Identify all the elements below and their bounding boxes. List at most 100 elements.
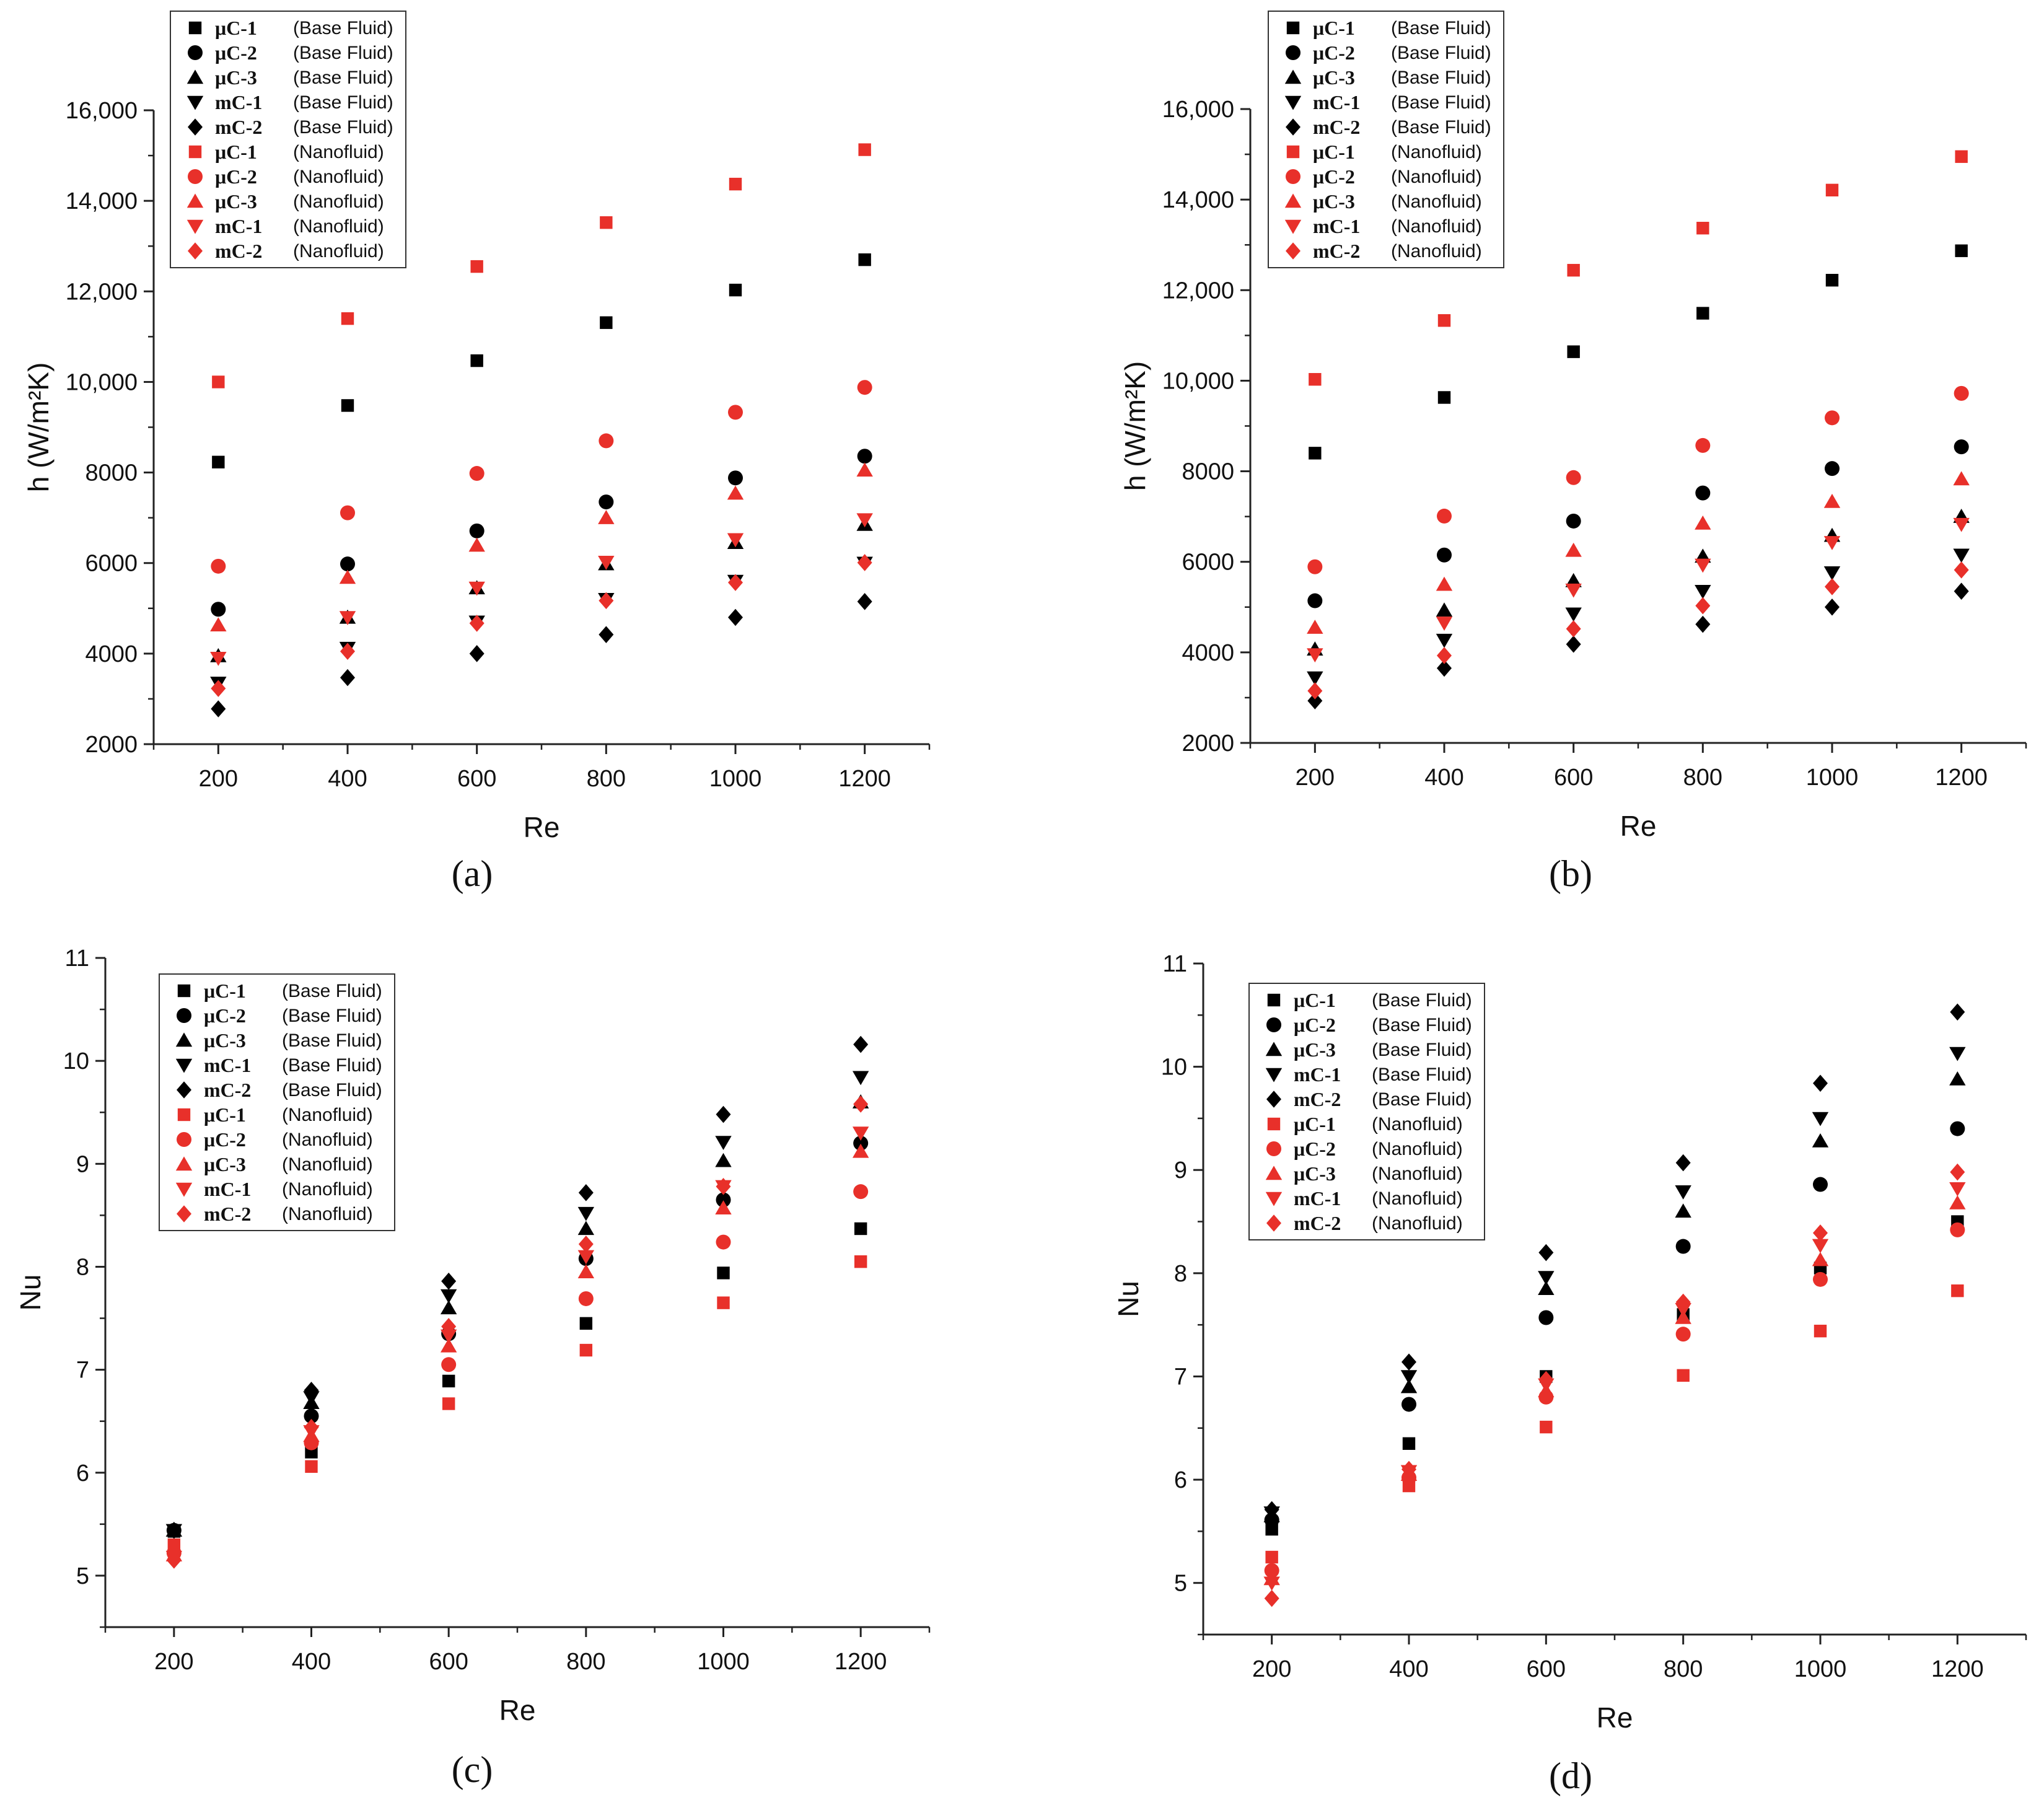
x-tick-label: 1000 <box>1794 1656 1847 1682</box>
legend-code: mC-2 <box>215 240 262 262</box>
legend-box <box>1268 11 1504 268</box>
y-tick-label: 4000 <box>85 641 138 667</box>
x-tick-label: 1000 <box>1806 765 1859 791</box>
x-tick-label: 800 <box>566 1649 605 1675</box>
data-point-triangle-down-marker <box>1400 1370 1418 1385</box>
y-tick-label: 6000 <box>1182 550 1234 576</box>
legend-fluid: (Base Fluid) <box>1372 1015 1472 1035</box>
data-point-circle-marker <box>1950 1121 1965 1136</box>
y-tick-label: 7 <box>1174 1364 1187 1390</box>
data-point-square-marker <box>1540 1420 1553 1434</box>
data-point-square-marker <box>729 283 742 297</box>
legend-circle-marker <box>188 169 203 184</box>
data-point-circle-marker <box>857 449 872 464</box>
panel-label: (d) <box>1549 1755 1592 1796</box>
y-tick-label: 4000 <box>1182 640 1234 666</box>
data-point-triangle-up-marker <box>1949 1195 1966 1209</box>
data-point-square-marker <box>341 312 354 325</box>
y-tick-label: 8 <box>76 1254 89 1280</box>
legend-fluid: (Nanofluid) <box>282 1179 373 1200</box>
panel-a: 200 400 600 800 1000 1200 2000 4000 6000 8000 10,0… <box>22 11 931 894</box>
legend-diamond-marker <box>1266 1091 1281 1108</box>
data-point-triangle-down-marker <box>1695 585 1711 599</box>
data-point-diamond-marker <box>1954 582 1969 600</box>
legend-code: mC-1 <box>1313 215 1360 237</box>
data-point-triangle-down-marker <box>440 1289 457 1304</box>
legend-triangle-up-marker <box>175 1032 193 1047</box>
data-point-square-marker <box>1696 221 1709 235</box>
legend-code: μC-3 <box>215 66 257 89</box>
data-point-diamond-marker <box>1566 620 1581 638</box>
data-point-square-marker <box>1437 391 1451 404</box>
legend-fluid: (Nanofluid) <box>1372 1139 1463 1159</box>
data-point-triangle-up-marker <box>577 1264 595 1278</box>
data-point-square-marker <box>442 1397 455 1410</box>
legend-circle-marker <box>177 1132 191 1147</box>
data-point-square-marker <box>854 1255 867 1268</box>
data-point-square-marker <box>1265 1550 1278 1564</box>
y-axis-title: h (W/m²K) <box>22 362 55 493</box>
x-tick-label: 800 <box>1683 765 1722 791</box>
data-point-diamond-marker <box>1401 1460 1416 1478</box>
data-point-square-marker <box>1955 244 1968 257</box>
data-point-square-marker <box>212 455 225 468</box>
legend-fluid: (Base Fluid) <box>282 981 382 1001</box>
legend-fluid: (Nanofluid) <box>282 1105 373 1125</box>
data-point-diamond-marker <box>1264 1501 1279 1519</box>
legend-diamond-marker <box>1266 1214 1281 1232</box>
data-point-diamond-marker <box>166 1522 182 1539</box>
data-point-diamond-marker <box>211 680 226 697</box>
x-tick-label: 1200 <box>835 1649 887 1675</box>
x-tick-label: 400 <box>1389 1656 1428 1682</box>
data-point-diamond-marker <box>1675 1154 1691 1172</box>
data-point-triangle-down-marker <box>1436 617 1453 631</box>
data-point-circle-marker <box>1566 513 1581 529</box>
legend-code: μC-2 <box>215 165 257 188</box>
legend-fluid: (Nanofluid) <box>293 191 384 212</box>
data-point-diamond-marker <box>304 1382 319 1399</box>
data-point-diamond-marker <box>1813 1224 1828 1242</box>
legend-code: μC-2 <box>215 42 257 64</box>
data-point-triangle-down-marker <box>852 1071 869 1086</box>
data-point-circle-marker <box>469 523 485 538</box>
data-point-diamond-marker <box>1437 647 1452 664</box>
data-point-diamond-marker <box>1695 615 1711 633</box>
data-point-diamond-marker <box>1954 561 1969 579</box>
data-point-diamond-marker <box>1401 1353 1416 1371</box>
data-point-circle-marker <box>1695 437 1711 453</box>
data-point-square-marker <box>858 143 871 156</box>
legend-code: μC-1 <box>1294 989 1336 1011</box>
legend-diamond-marker <box>177 1081 191 1099</box>
data-point-circle-marker <box>1264 1563 1279 1578</box>
legend-fluid: (Nanofluid) <box>1391 241 1482 261</box>
y-tick-label: 6 <box>1174 1467 1187 1493</box>
legend-triangle-up-marker <box>1284 69 1302 84</box>
x-tick-label: 600 <box>1554 765 1593 791</box>
data-point-triangle-down-marker <box>1565 607 1582 622</box>
y-tick-label: 5 <box>1174 1571 1187 1597</box>
data-point-circle-marker <box>853 1184 869 1200</box>
data-point-diamond-marker <box>1825 598 1840 616</box>
legend-code: μC-1 <box>215 17 257 39</box>
legend-circle-marker <box>188 45 203 60</box>
legend-code: mC-1 <box>1313 91 1360 113</box>
legend-fluid: (Base Fluid) <box>293 68 393 88</box>
data-point-circle-marker <box>1813 1271 1828 1287</box>
legend-fluid: (Nanofluid) <box>1391 167 1482 187</box>
y-axis-title: Nu <box>14 1275 46 1311</box>
legend-fluid: (Nanofluid) <box>1391 142 1482 162</box>
data-point-circle-marker <box>728 470 743 486</box>
legend-square-marker <box>1286 21 1300 35</box>
data-point-triangle-down-marker <box>1565 583 1582 598</box>
data-point-diamond-marker <box>728 608 743 626</box>
legend-fluid: (Base Fluid) <box>293 18 393 38</box>
data-point-circle-marker <box>340 556 355 572</box>
data-point-diamond-marker <box>1813 1074 1828 1092</box>
data-point-triangle-down-marker <box>468 581 485 596</box>
legend-triangle-down-marker <box>175 1058 193 1073</box>
data-point-diamond-marker <box>211 700 226 718</box>
y-tick-label: 14,000 <box>66 188 138 214</box>
legend-circle-marker <box>1266 1017 1281 1032</box>
data-point-triangle-up-marker <box>1949 1071 1966 1086</box>
legend-fluid: (Nanofluid) <box>1372 1114 1463 1135</box>
